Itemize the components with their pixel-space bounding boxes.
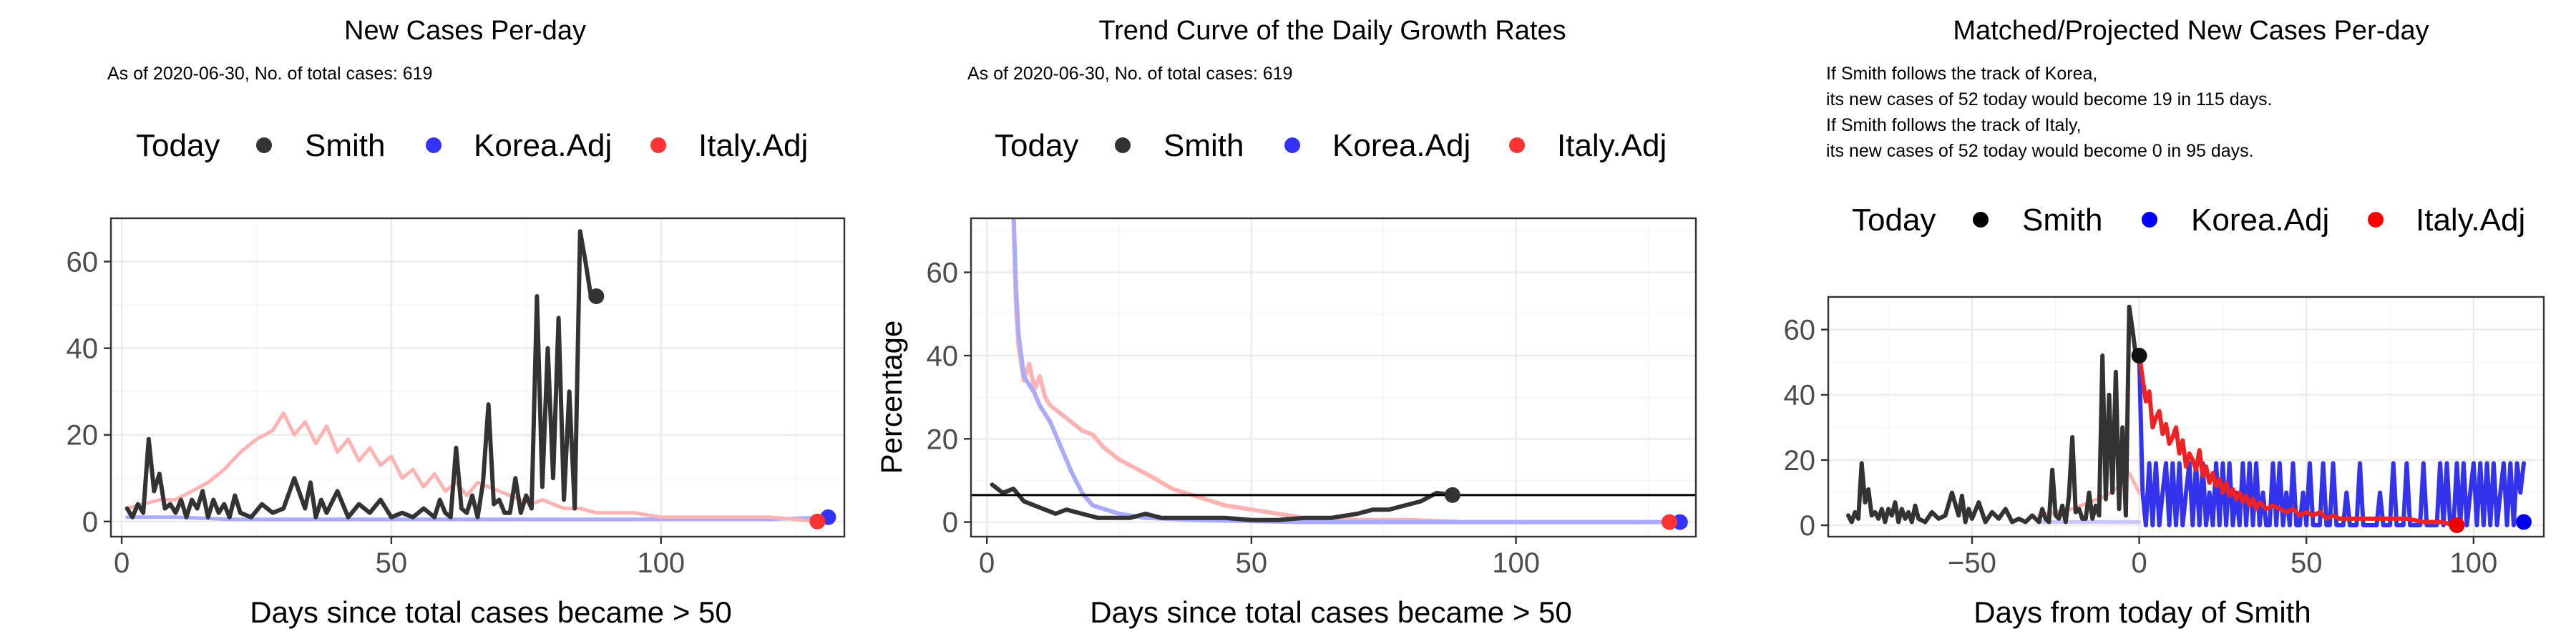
legend-title: Today <box>1852 203 1936 238</box>
series-line-italy-adj <box>125 411 819 524</box>
x-tick-label: 100 <box>2449 547 2497 579</box>
today-point-italy-adj <box>809 513 826 530</box>
legend-label-smith: Smith <box>1163 128 1244 163</box>
series-line-korea-adj <box>2137 353 2526 527</box>
legend-key-korea <box>1284 137 1300 153</box>
x-axis-label: Days since total cases became > 50 <box>250 595 732 629</box>
legend-label-italy: Italy.Adj <box>2416 203 2525 238</box>
legend-key-italy <box>1509 137 1525 153</box>
plot-frame <box>1827 296 2545 538</box>
x-tick-label: −50 <box>1948 547 1996 579</box>
y-tick-label: 60 <box>1784 315 1816 346</box>
today-point-smith <box>2131 348 2147 364</box>
legend-key-smith <box>1973 212 1989 228</box>
panel-title: Trend Curve of the Daily Growth Rates <box>1098 16 1566 46</box>
legend-title: Today <box>995 128 1078 163</box>
panel-title: Matched/Projected New Cases Per-day <box>1953 16 2429 46</box>
legend-key-korea <box>2142 212 2157 228</box>
legend-label-korea: Korea.Adj <box>1332 128 1470 163</box>
x-tick-label: 50 <box>1236 547 1268 579</box>
panel-subtitle: As of 2020-06-30, No. of total cases: 61… <box>967 64 1292 84</box>
series-line-smith <box>1846 304 2142 525</box>
x-tick-label: 100 <box>637 547 685 579</box>
today-point-italy-adj <box>2449 517 2465 534</box>
x-tick-label: 0 <box>114 547 130 579</box>
y-tick-label: 40 <box>67 333 99 365</box>
legend-key-italy <box>650 137 666 153</box>
series-line-italy-adj <box>2137 353 2459 527</box>
series-line-italy-adj <box>1011 218 1672 525</box>
legend-label-smith: Smith <box>2022 203 2102 238</box>
panel-subtitle-line-2: its new cases of 52 today would become 1… <box>1826 89 2273 109</box>
legend-key-smith <box>256 137 272 153</box>
y-axis-label: Percentage <box>874 321 908 474</box>
legend: Today Smith Korea.Adj Italy.Adj <box>995 128 1667 163</box>
series-line-korea-adj <box>1011 218 1682 525</box>
today-point-italy-adj <box>1662 514 1678 530</box>
panel-subtitle: As of 2020-06-30, No. of total cases: 61… <box>107 64 432 84</box>
panel-projected-cases: Matched/Projected New Cases Per-day If S… <box>1784 16 2545 629</box>
series-line-smith <box>990 482 1455 522</box>
plot-frame <box>109 217 846 538</box>
x-tick-label: 100 <box>1492 547 1540 579</box>
y-tick-label: 0 <box>942 507 958 539</box>
legend: Today Smith Korea.Adj Italy.Adj <box>1852 203 2525 238</box>
x-tick-label: 0 <box>2131 547 2147 579</box>
series-line-smith <box>125 229 599 519</box>
y-tick-label: 40 <box>927 341 959 372</box>
panel-growth-rates: Trend Curve of the Daily Growth Rates As… <box>874 16 1697 629</box>
x-tick-label: 0 <box>979 547 995 579</box>
legend-label-italy: Italy.Adj <box>698 128 808 163</box>
y-tick-label: 20 <box>67 420 99 452</box>
x-tick-label: 50 <box>376 547 408 579</box>
legend: Today Smith Korea.Adj Italy.Adj <box>136 128 808 163</box>
y-tick-label: 0 <box>82 507 98 538</box>
y-tick-label: 60 <box>927 258 959 289</box>
y-tick-label: 20 <box>1784 445 1816 477</box>
series-layer <box>1846 304 2526 527</box>
series-line-korea-adj <box>125 515 830 522</box>
today-point-smith <box>1444 487 1460 503</box>
y-tick-label: 40 <box>1784 380 1816 411</box>
panel-new-cases: New Cases Per-day As of 2020-06-30, No. … <box>67 16 846 629</box>
panel-subtitle-line-3: If Smith follows the track of Italy, <box>1826 115 2082 135</box>
legend-key-korea <box>426 137 441 153</box>
today-point-korea-adj <box>2515 514 2532 530</box>
x-tick-label: 50 <box>2290 547 2323 579</box>
x-axis-label: Days since total cases became > 50 <box>1090 595 1572 629</box>
y-tick-label: 60 <box>67 247 99 278</box>
series-layer <box>990 218 1682 525</box>
plot-area: 0 50 100 0 20 40 60 <box>67 217 846 579</box>
y-tick-label: 20 <box>927 424 959 455</box>
legend-label-italy: Italy.Adj <box>1557 128 1667 163</box>
x-axis-label: Days from today of Smith <box>1974 595 2311 629</box>
today-point-smith <box>588 288 605 304</box>
plot-area: −50 0 50 100 0 20 40 60 <box>1784 296 2545 579</box>
legend-key-italy <box>2368 212 2384 228</box>
plot-area: 0 50 100 0 20 40 60 <box>927 217 1697 579</box>
y-tick-label: 0 <box>1800 510 1815 542</box>
legend-label-smith: Smith <box>305 128 385 163</box>
legend-label-korea: Korea.Adj <box>2191 203 2329 238</box>
legend-key-smith <box>1115 137 1131 153</box>
series-layer <box>125 229 830 524</box>
legend-title: Today <box>136 128 220 163</box>
panel-title: New Cases Per-day <box>344 16 586 46</box>
panel-subtitle-line-4: its new cases of 52 today would become 0… <box>1826 141 2254 161</box>
panel-subtitle-line-1: If Smith follows the track of Korea, <box>1826 64 2097 84</box>
plot-frame <box>970 217 1697 538</box>
legend-label-korea: Korea.Adj <box>474 128 612 163</box>
